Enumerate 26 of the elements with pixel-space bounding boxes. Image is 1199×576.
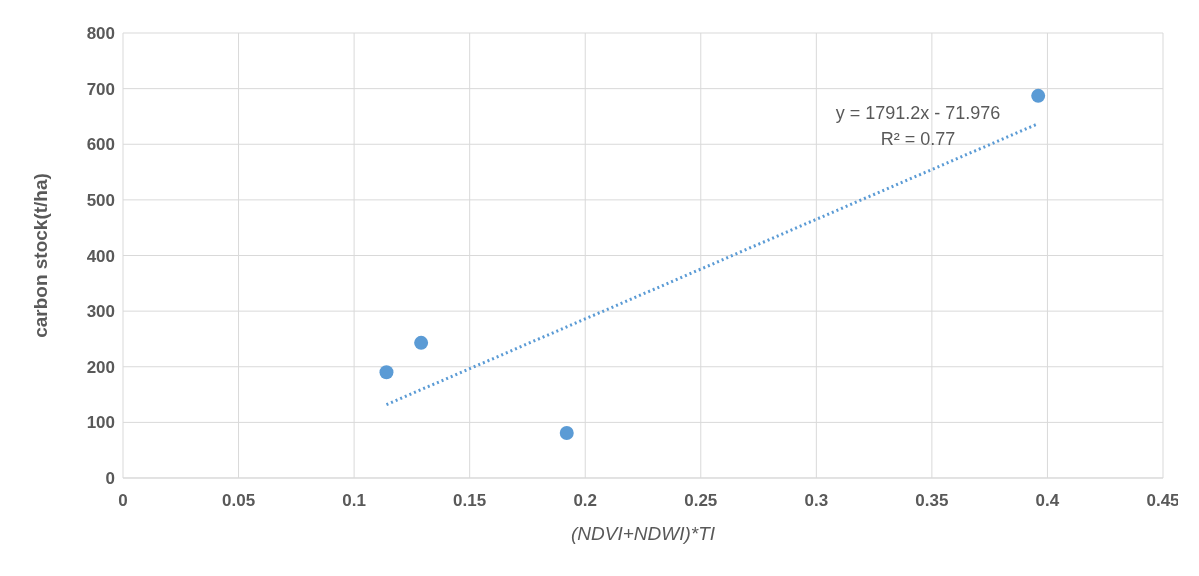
point	[379, 365, 394, 380]
x-tick-label: 0	[118, 491, 128, 511]
x-tick-label: 0.1	[342, 491, 366, 511]
y-axis-title: carbon stock(t/ha)	[29, 173, 51, 338]
x-tick-label: 0.25	[684, 491, 718, 511]
x-tick-label: 0.3	[804, 491, 829, 511]
y-tick-label: 100	[86, 413, 115, 433]
y-tick-label: 200	[86, 357, 115, 377]
y-tick-label: 0	[105, 469, 115, 489]
y-tick-label: 300	[86, 302, 115, 322]
x-tick-label: 0.35	[915, 491, 949, 511]
y-tick-label: 500	[86, 190, 115, 210]
point	[414, 335, 429, 350]
y-tick-label: 400	[86, 246, 115, 266]
y-tick-label: 800	[86, 24, 115, 44]
y-tick-label: 700	[86, 79, 115, 99]
x-tick-label: 0.2	[573, 491, 598, 511]
x-tick-label: 0.4	[1035, 491, 1060, 511]
x-tick-label: 0.05	[222, 491, 256, 511]
annotation: y = 1791.2x - 71.976	[834, 102, 1002, 125]
point	[559, 425, 574, 440]
x-axis-title: (NDVI+NDWI)*TI	[570, 523, 716, 544]
annotation: R² = 0.77	[879, 128, 957, 151]
x-tick-label: 0.15	[453, 491, 487, 511]
y-tick-label: 600	[86, 135, 115, 155]
point	[1031, 88, 1046, 103]
